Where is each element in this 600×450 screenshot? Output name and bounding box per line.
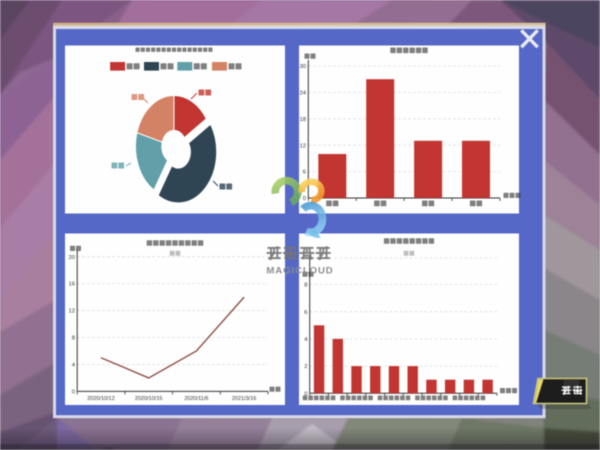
svg-text:2020/10/12: 2020/10/12 (87, 396, 115, 402)
svg-text:0: 0 (304, 391, 307, 397)
svg-text:0: 0 (303, 196, 306, 202)
svg-text:2021/3/16: 2021/3/16 (232, 396, 256, 402)
svg-text:6: 6 (304, 310, 307, 316)
svg-text:2020/10/15: 2020/10/15 (135, 396, 163, 402)
svg-text:2020/11/6: 2020/11/6 (184, 396, 208, 402)
svg-text:30: 30 (300, 64, 306, 70)
svg-text:8: 8 (72, 336, 75, 342)
svg-text:24: 24 (300, 91, 307, 97)
svg-text:2: 2 (304, 364, 307, 370)
svg-text:6: 6 (303, 170, 306, 176)
svg-text:0: 0 (72, 390, 75, 396)
svg-text:MAGICLOUD: MAGICLOUD (266, 266, 333, 277)
svg-text:12: 12 (300, 143, 306, 149)
svg-text:12: 12 (69, 309, 75, 315)
svg-text:4: 4 (72, 363, 76, 369)
svg-text:8: 8 (304, 283, 307, 289)
svg-text:18: 18 (300, 117, 306, 123)
svg-text:4: 4 (304, 337, 308, 343)
svg-text:20: 20 (69, 255, 75, 261)
svg-text:16: 16 (69, 282, 75, 288)
